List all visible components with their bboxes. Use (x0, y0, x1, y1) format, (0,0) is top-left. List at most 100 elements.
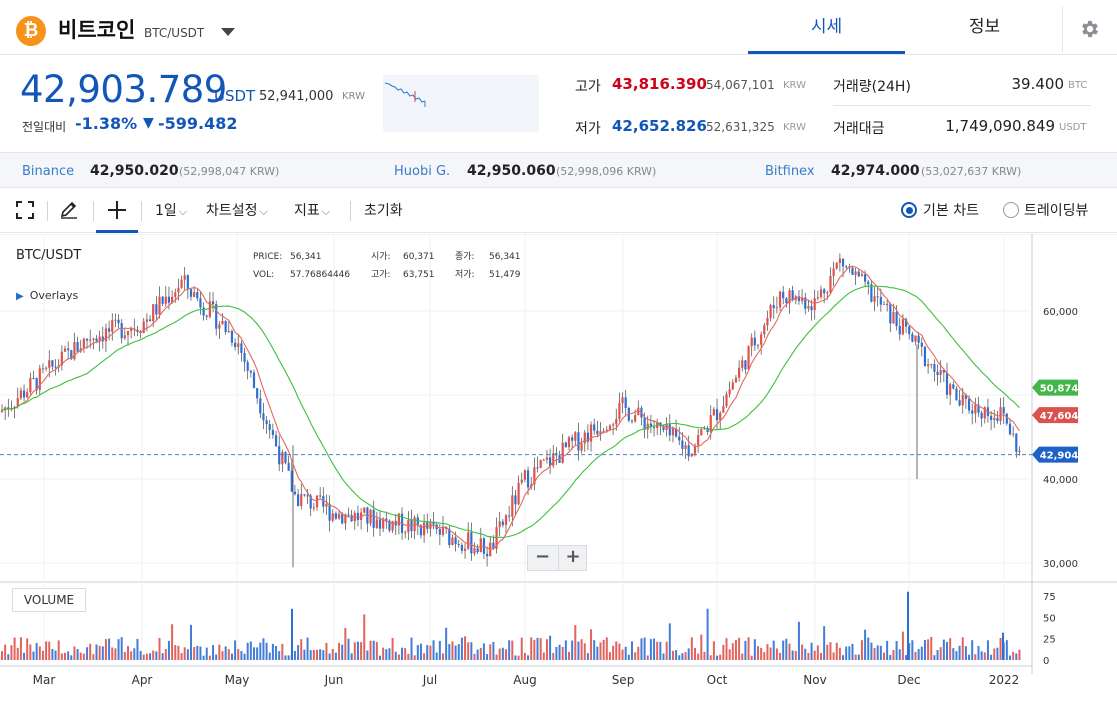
volume-bar (89, 644, 91, 660)
volume-bar (858, 655, 860, 660)
candle-body (158, 297, 160, 315)
volume-bar (729, 649, 731, 660)
last-price-tag: 42,904 (1032, 447, 1078, 463)
volume-bar (392, 638, 394, 660)
volume-bar (228, 649, 230, 660)
volume-bar (861, 640, 863, 660)
tab-info[interactable]: 정보 (906, 0, 1063, 54)
volume-bar (807, 653, 809, 660)
tradingview-radio[interactable] (1003, 202, 1019, 218)
candle-body (744, 360, 746, 369)
volume-bar (199, 647, 201, 660)
legend-open-label: 시가: (371, 248, 391, 266)
candle-body (877, 296, 879, 297)
candle-body (480, 538, 482, 552)
candle-body (562, 443, 564, 463)
candle-body (684, 445, 686, 449)
candle-body (763, 325, 765, 334)
candle-body (625, 397, 627, 408)
candle-body (275, 435, 277, 446)
volume-bar (848, 646, 850, 660)
volume-bar (625, 647, 627, 660)
candle-body (861, 274, 863, 276)
volume-bar (590, 629, 592, 660)
overlays-toggle[interactable]: ▶ Overlays (16, 289, 78, 302)
fullscreen-icon[interactable] (15, 200, 35, 224)
exchange-name-huobi[interactable]: Huobi G. (394, 164, 450, 179)
candle-body (319, 495, 321, 496)
tab-market-price[interactable]: 시세 (748, 0, 905, 54)
candle-body (486, 554, 488, 556)
volume-bar (445, 628, 447, 660)
indicators-dropdown[interactable]: 지표 ⌵ (294, 199, 330, 223)
reset-button[interactable]: 초기화 (364, 199, 403, 223)
interval-dropdown[interactable]: 1일 ⌵ (155, 199, 187, 223)
candle-body (754, 338, 756, 346)
volume-bar (782, 641, 784, 660)
chevron-down-icon[interactable] (221, 28, 235, 36)
candle-body (272, 430, 274, 435)
volume-bar (833, 652, 835, 660)
candle-body (836, 263, 838, 269)
candle-body (369, 510, 371, 524)
candle-body (927, 364, 929, 366)
candlestick-chart-svg[interactable]: Mar Apr May Jun Jul Aug Sep Oct Nov Dec 2022 30,000… (0, 234, 1117, 701)
volume-bar (760, 648, 762, 660)
interval-label: 1일 (155, 203, 177, 219)
candle-body (190, 289, 192, 297)
candle-body (889, 304, 891, 323)
price-tick-label: 40,000 (1043, 475, 1078, 486)
exchange-name-bitfinex[interactable]: Bitfinex (765, 164, 815, 179)
gear-icon[interactable] (1062, 6, 1116, 52)
candle-body (669, 424, 671, 435)
trading-pair[interactable]: BTC/USDT (144, 26, 204, 40)
candle-body (294, 492, 296, 495)
volume-bar (51, 649, 53, 660)
basic-chart-label[interactable]: 기본 차트 (923, 200, 979, 220)
candle-body (17, 398, 19, 406)
volume-bar (634, 652, 636, 660)
candle-body (341, 514, 343, 524)
candle-body (757, 345, 759, 346)
tradingview-label[interactable]: 트레이딩뷰 (1024, 200, 1088, 220)
candle-body (959, 400, 961, 405)
basic-chart-radio[interactable] (901, 202, 917, 218)
volume-bar (388, 648, 390, 660)
candle-body (858, 271, 860, 276)
toolbar-divider (93, 201, 94, 221)
candle-body (896, 312, 898, 326)
volume-bar (883, 653, 885, 660)
volume-bar (92, 654, 94, 660)
moving-average-short (2, 267, 1019, 550)
volume-bar (770, 648, 772, 660)
volume-bar (874, 648, 876, 660)
volume-bar (823, 626, 825, 660)
volume-bar (826, 645, 828, 660)
candle-body (127, 331, 129, 335)
candle-body (379, 519, 381, 528)
volume-bar (436, 652, 438, 660)
price-chart[interactable]: Mar Apr May Jun Jul Aug Sep Oct Nov Dec 2022 30,000… (0, 234, 1117, 701)
volume-bar (524, 653, 526, 660)
candle-body (760, 334, 762, 344)
volume-bar (1, 651, 3, 660)
candle-body (1012, 434, 1014, 435)
zoom-in-button[interactable]: + (558, 546, 587, 570)
zoom-out-button[interactable]: − (528, 546, 557, 570)
volume-bar (262, 638, 264, 660)
exchange-name-binance[interactable]: Binance (22, 164, 74, 179)
candle-body (779, 292, 781, 308)
crosshair-icon[interactable] (96, 189, 138, 233)
pencil-icon[interactable] (59, 200, 79, 224)
volume-bar (190, 625, 192, 660)
month-tick-label: Sep (612, 673, 635, 687)
high-krw-unit: KRW (783, 80, 806, 91)
volume-bar (663, 654, 665, 660)
volume-bar (748, 637, 750, 660)
chart-settings-dropdown[interactable]: 차트설정 ⌵ (206, 199, 268, 223)
candle-body (77, 342, 79, 351)
volume-bar (193, 647, 195, 660)
volume-bar (744, 641, 746, 660)
candle-body (817, 297, 819, 298)
candle-body (228, 331, 230, 332)
